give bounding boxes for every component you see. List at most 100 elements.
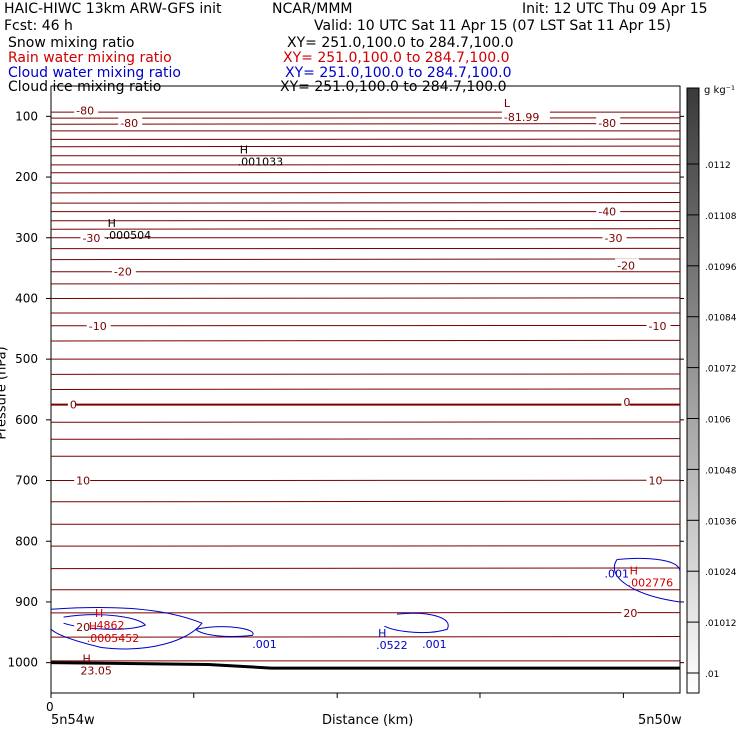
isotherm-label-bg [621,605,638,618]
cloud-water-label: .001 [422,638,447,651]
isotherm-label-bg [74,619,91,632]
colorbar-label: .01036 [705,517,737,527]
field-cloudwater-label: Cloud water mixing ratio [8,65,181,81]
colorbar-ramp [686,87,700,694]
extremum-value: .4862 [93,619,125,632]
extremum-value: .0005452 [87,632,139,645]
x-zero-label: 0 [46,700,54,714]
field-snow-xy: XY= 251.0,100.0 to 284.7,100.0 [287,35,514,51]
isotherm-label-bg [621,395,630,408]
field-cloudice-label: Cloud ice mixing ratio [8,79,162,95]
field-snow-label: Snow mixing ratio [8,35,135,51]
extremum-value: .0522 [376,639,408,652]
cloud-water-label: .001 [605,567,630,580]
isotherm-label: -20 [617,260,635,273]
isotherm-label-bg [596,116,621,129]
extremum-mark: H [82,653,90,666]
isotherm-label: -81.99 [504,111,539,124]
extremum-mark: H [89,620,97,633]
isotherm-line [50,500,681,503]
y-tick-label: 500 [15,352,38,366]
forecast-hour: Fcst: 46 h [4,18,73,34]
y-axis-label: Pressure (hPa) [0,346,10,440]
isotherm-line [50,202,681,204]
y-tick-label: 900 [15,595,38,609]
isotherm-label: 20 [623,607,637,620]
isotherm-label-bg [646,318,671,331]
isotherm-label: 20 [76,621,90,634]
isotherm-label: -40 [598,206,616,219]
isotherm-label-bg [646,473,663,486]
isotherm-line [50,258,681,261]
isotherm-label-bg [67,397,76,410]
model-title: HAIC-HIWC 13km ARW-GFS init [4,1,222,17]
isotherm-line [50,145,681,148]
isotherm-label: -20 [114,266,132,279]
isotherm-line [50,171,681,174]
y-tick-label: 300 [15,231,38,245]
colorbar-label: .01084 [705,314,737,324]
y-tick-label: 200 [15,170,38,184]
isotherm-label-bg [118,116,143,129]
y-tick-label: 700 [15,474,38,488]
x-end-label: 5n50w [638,713,682,728]
isotherm-line [50,123,681,125]
isotherm-label: 10 [649,475,663,488]
isotherm-line [50,297,681,300]
cloud-water-contour [384,612,449,634]
colorbar-label: .0112 [705,161,731,171]
colorbar-unit: g kg⁻¹ [704,85,735,96]
field-cloudwater-xy: XY= 251.0,100.0 to 284.7,100.0 [285,65,512,81]
isotherm-label-bg [602,230,627,243]
extremum-value: .000504 [106,229,152,242]
y-tick-label: 1000 [7,656,38,670]
cloud-water-contour [50,607,203,650]
isotherm-label-bg [501,109,550,122]
isotherm-label: -80 [120,117,138,130]
isotherm-label: -10 [649,320,667,333]
extremum-mark: H [378,627,386,640]
cloud-water-contour [195,626,254,638]
isotherm-label: -30 [82,232,100,245]
y-tick-label: 600 [15,413,38,427]
extremum-value: 23.05 [80,665,112,678]
colorbar-label: .01024 [705,568,737,578]
isotherm-label: 0 [70,399,77,412]
isotherm-label-bg [596,204,621,217]
field-rain-xy: XY= 251.0,100.0 to 284.7,100.0 [283,50,510,66]
cloud-water-label: .001 [252,638,277,651]
isotherm-label-bg [74,103,99,116]
extremum-mark: H [630,565,638,578]
isotherm-label-bg [615,258,640,271]
isotherm-label: 0 [623,396,630,409]
isotherm-label-bg [80,230,105,243]
isotherm-line [50,339,681,342]
x-axis-label: Distance (km) [322,713,414,728]
colorbar-label: .01048 [705,466,737,476]
colorbar-label: .01012 [705,619,737,629]
isotherm-label-bg [86,318,111,331]
cloud-water-contour [613,557,681,603]
isotherm-label: -10 [89,320,107,333]
y-tick-label: 400 [15,291,38,305]
y-tick-label: 800 [15,534,38,548]
x-start-label: 5n54w [51,713,95,728]
init-time: Init: 12 UTC Thu 09 Apr 15 [522,1,708,17]
isotherm-label: -80 [598,117,616,130]
isotherm-line [50,438,681,440]
isotherm-label-bg [74,473,91,486]
y-tick-label: 100 [15,109,38,123]
field-cloudice-xy: XY= 251.0,100.0 to 284.7,100.0 [280,79,507,95]
colorbar: .0112 .01108 .01096 .01084 .01072 .0106 .01048… [686,87,737,694]
isotherm-label: -80 [76,104,94,117]
isotherm-line [50,388,681,391]
colorbar-label: .01096 [705,263,737,273]
extremum-mark: L [504,97,511,110]
isotherm-line [50,228,681,230]
colorbar-label: .01108 [705,212,737,222]
isotherm-label: -30 [605,232,623,245]
org-title: NCAR/MMM [272,1,353,17]
colorbar-label: .0106 [705,416,731,426]
isotherm-line [50,636,681,638]
